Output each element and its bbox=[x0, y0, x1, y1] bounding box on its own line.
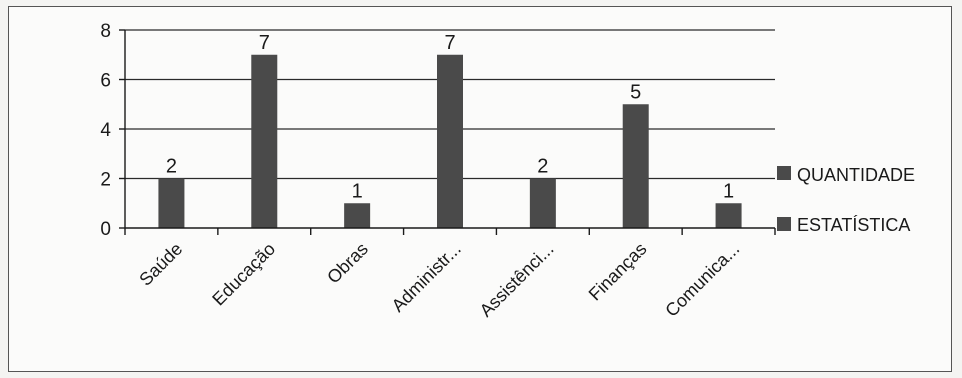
y-tick-label-8: 8 bbox=[100, 21, 111, 42]
data-label-3: 7 bbox=[444, 32, 455, 54]
legend-swatch-estatistica bbox=[777, 217, 791, 231]
bar-2 bbox=[344, 203, 371, 228]
bar-4 bbox=[529, 178, 556, 228]
data-label-1: 7 bbox=[259, 32, 270, 54]
legend-label-quantidade: QUANTIDADE bbox=[797, 165, 915, 185]
legend-swatch-quantidade bbox=[777, 166, 791, 180]
category-label-5: Finanças bbox=[585, 239, 651, 305]
category-label-4: Assistênci... bbox=[476, 239, 558, 321]
legend-label-estatistica: ESTATÍSTICA bbox=[797, 215, 910, 235]
bar-3 bbox=[437, 54, 463, 228]
data-label-5: 5 bbox=[630, 81, 641, 103]
y-tick-label-0: 0 bbox=[100, 219, 111, 240]
category-label-6: Comunica... bbox=[661, 239, 743, 321]
bar-0 bbox=[158, 178, 185, 228]
y-tick-label-4: 4 bbox=[100, 120, 111, 141]
data-label-2: 1 bbox=[352, 180, 363, 202]
category-label-0: Saúde bbox=[135, 239, 186, 290]
data-label-0: 2 bbox=[166, 156, 177, 178]
data-label-4: 2 bbox=[537, 156, 548, 178]
bar-6 bbox=[715, 203, 742, 228]
bar-1 bbox=[251, 54, 278, 228]
y-tick-label-2: 2 bbox=[100, 170, 111, 191]
category-label-2: Obras bbox=[323, 239, 372, 288]
data-label-6: 1 bbox=[723, 180, 734, 202]
category-label-1: Educação bbox=[208, 239, 279, 310]
y-tick-label-6: 6 bbox=[100, 71, 111, 92]
category-label-3: Administr... bbox=[388, 239, 465, 316]
bar-5 bbox=[622, 104, 649, 228]
